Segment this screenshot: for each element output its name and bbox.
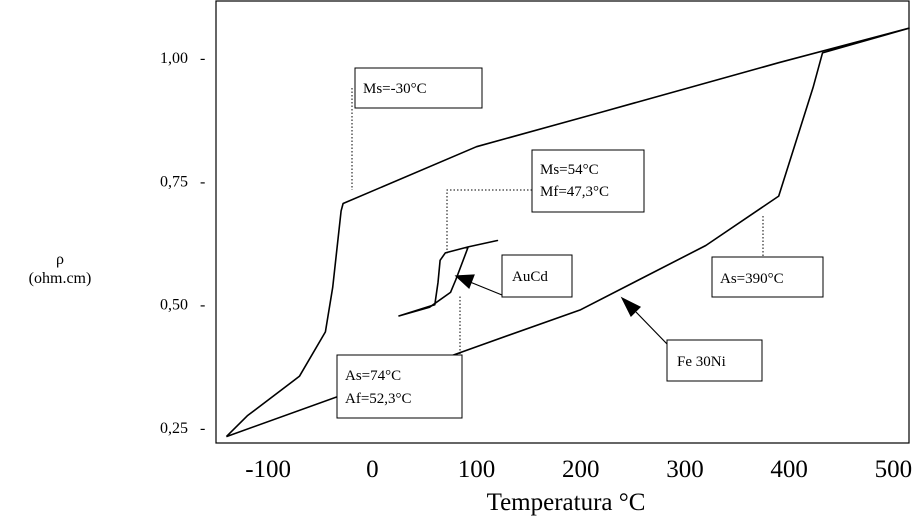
y-tick-label: 0,25 [160,420,188,437]
annotation-ms-mf-aucd: Ms=54°C Mf=47,3°C [531,149,645,213]
y-tick-label: 1,00 [160,50,188,67]
annotation-as-fe: As=390°C [711,256,824,298]
x-tick-label: 0 [366,456,379,483]
svg-text:Mf=47,3°C: Mf=47,3°C [540,184,609,200]
y-axis-label: ρ [56,251,64,268]
y-tick-label: 0,75 [160,173,188,190]
svg-text:As=390°C: As=390°C [720,271,784,287]
svg-text:As=74°C: As=74°C [345,368,401,384]
y-axis-ticks: 0,25 -0,50 -0,75 -1,00- [160,50,205,437]
annotation-as-af-aucd: As=74°C Af=52,3°C [336,354,463,419]
y-tick-mark: - [200,297,205,314]
series-line-fe-30ni [225,27,910,438]
series-line-aucd [398,239,499,317]
arrow-fe30ni-shaft [635,311,669,346]
x-tick-label: 100 [458,456,496,483]
annotation-aucd-label: AuCd [501,254,573,298]
y-axis-unit: (ohm.cm) [29,270,92,287]
annotation-fe30ni-label: Fe 30Ni [666,339,763,382]
annotation-arrows [454,274,669,346]
y-tick-mark: - [200,50,205,67]
annotation-ms-fe: Ms=-30°C [354,67,483,109]
x-tick-label: -100 [245,456,291,483]
series-layer [225,27,910,438]
x-tick-label: 200 [562,456,600,483]
plot-frame [215,0,910,444]
arrow-fe30ni-head [620,296,642,318]
x-axis-label: Temperatura °C [487,489,646,516]
svg-text:Ms=54°C: Ms=54°C [540,162,599,178]
x-tick-label: 300 [666,456,704,483]
x-tick-label: 500 [875,456,913,483]
arrow-aucd-head [454,274,475,290]
y-tick-mark: - [200,173,205,190]
svg-text:Af=52,3°C: Af=52,3°C [345,391,412,407]
x-axis-ticks: -100 0 100 200 300 400 500 [245,456,912,483]
y-tick-label: 0,50 [160,297,188,314]
leader-ms-mf-aucd [446,189,532,254]
annotation-boxes: Ms=-30°C Ms=54°C Mf=47,3°C AuCd As=390°C… [336,67,824,419]
arrow-aucd-shaft [469,281,503,296]
svg-text:Fe 30Ni: Fe 30Ni [677,354,726,370]
svg-text:AuCd: AuCd [512,269,548,285]
y-tick-mark: - [200,420,205,437]
x-tick-label: 400 [770,456,808,483]
svg-text:Ms=-30°C: Ms=-30°C [363,81,427,97]
